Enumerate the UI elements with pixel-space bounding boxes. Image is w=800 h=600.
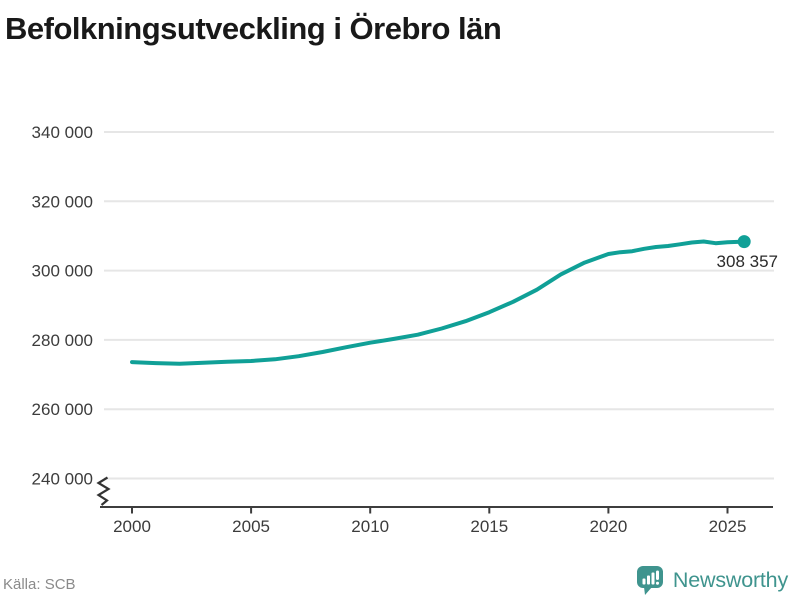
source-label: Källa: SCB (3, 576, 76, 593)
speech-bubble-tail (643, 586, 652, 595)
y-axis-tick-label: 280 000 (32, 331, 93, 350)
x-axis-tick-label: 2015 (470, 517, 508, 536)
x-axis-tick-label: 2020 (589, 517, 627, 536)
population-line (130, 239, 747, 366)
x-axis-tick-label: 2010 (351, 517, 389, 536)
bar-chart-glyph (642, 570, 659, 585)
y-axis-tick-label: 240 000 (32, 470, 93, 489)
newsworthy-logo[interactable]: Newsworthy (636, 564, 788, 596)
newsworthy-icon (636, 565, 663, 595)
chart-title: Befolkningsutveckling i Örebro län (5, 11, 502, 46)
y-axis-tick-label: 320 000 (32, 192, 93, 211)
brand-name: Newsworthy (672, 567, 788, 592)
y-axis-tick-label: 300 000 (32, 262, 93, 281)
x-axis-tick-label: 2025 (709, 517, 747, 536)
x-axis-tick-label: 2000 (113, 517, 151, 536)
x-axis-tick-label: 2005 (232, 517, 270, 536)
y-axis-tick-label: 260 000 (32, 400, 93, 419)
axis-break-squiggle (96, 476, 111, 506)
y-axis-tick-label: 340 000 (32, 123, 93, 142)
end-value-label: 308 357 (716, 252, 778, 271)
end-point-dot (737, 235, 751, 249)
